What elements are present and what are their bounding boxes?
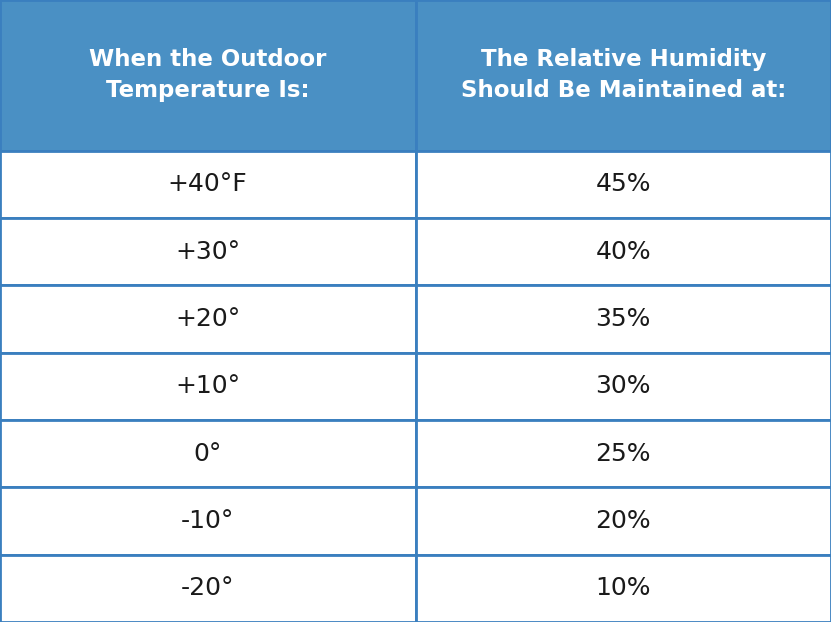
Text: 30%: 30% <box>596 374 651 398</box>
Bar <box>416 487 831 555</box>
Text: -20°: -20° <box>181 577 234 600</box>
Text: When the Outdoor
Temperature Is:: When the Outdoor Temperature Is: <box>89 49 327 102</box>
Text: 10%: 10% <box>596 577 651 600</box>
Text: -10°: -10° <box>181 509 234 533</box>
Bar <box>0 420 416 487</box>
Bar <box>416 0 831 151</box>
Text: The Relative Humidity
Should Be Maintained at:: The Relative Humidity Should Be Maintain… <box>460 49 786 102</box>
Bar <box>416 285 831 353</box>
Bar <box>416 151 831 218</box>
Bar <box>0 353 416 420</box>
Text: +20°: +20° <box>175 307 240 331</box>
Bar <box>0 285 416 353</box>
Text: +40°F: +40°F <box>168 172 248 196</box>
Bar <box>416 420 831 487</box>
Bar <box>0 218 416 285</box>
Bar <box>416 353 831 420</box>
Text: 0°: 0° <box>194 442 222 466</box>
Bar <box>0 0 416 151</box>
Text: +30°: +30° <box>175 239 240 264</box>
Bar <box>0 555 416 622</box>
Text: +10°: +10° <box>175 374 240 398</box>
Text: 25%: 25% <box>596 442 651 466</box>
Bar <box>0 487 416 555</box>
Text: 45%: 45% <box>596 172 651 196</box>
Bar <box>416 555 831 622</box>
Text: 35%: 35% <box>596 307 651 331</box>
Text: 20%: 20% <box>596 509 651 533</box>
Text: 40%: 40% <box>596 239 651 264</box>
Bar <box>416 218 831 285</box>
Bar <box>0 151 416 218</box>
